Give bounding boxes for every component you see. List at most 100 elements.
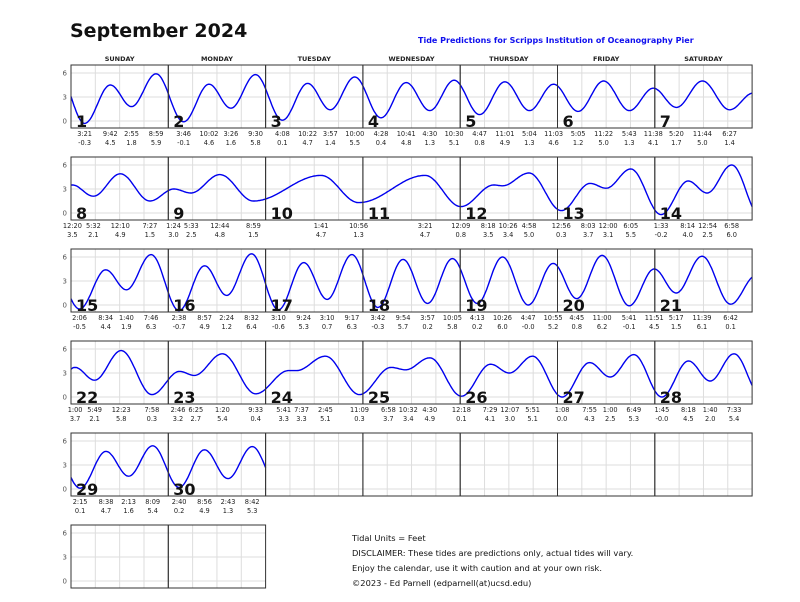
tide-height: 3.5 xyxy=(483,231,494,239)
tide-time: 11:03 xyxy=(544,130,563,138)
week-row: 6 3 0 xyxy=(63,524,267,589)
weekday-header: THURSDAY xyxy=(489,55,529,63)
tide-time: 5:41 xyxy=(276,406,291,414)
y-tick-label: 0 xyxy=(63,118,67,126)
tide-time: 5:49 xyxy=(87,406,102,414)
tide-height: 1.9 xyxy=(121,323,132,331)
station-subtitle: Tide Predictions for Scripps Institution… xyxy=(418,36,694,45)
day-number: 5 xyxy=(465,112,476,131)
tide-time: 9:54 xyxy=(396,314,411,322)
week-row: 630 152:06-0.58:344.41:401.97:466.3162:38… xyxy=(63,248,753,331)
tide-height: 4.7 xyxy=(316,231,327,239)
tide-height: 0.3 xyxy=(556,231,567,239)
day-number: 30 xyxy=(173,480,195,499)
tide-height: 0.4 xyxy=(376,139,387,147)
tide-height: 2.0 xyxy=(705,415,716,423)
tide-time: 2:13 xyxy=(121,498,136,506)
tide-time: 1:41 xyxy=(314,222,329,230)
week-row: 630 812:203.55:322.112:104.97:271.591:243… xyxy=(63,156,753,239)
tide-time: 6:05 xyxy=(623,222,638,230)
day-number: 19 xyxy=(465,296,487,315)
tide-height: 1.8 xyxy=(126,139,137,147)
day-cell xyxy=(654,156,753,221)
tide-height: 0.3 xyxy=(354,415,365,423)
tide-height: 2.5 xyxy=(605,415,616,423)
tide-time: 10:26 xyxy=(499,222,518,230)
tide-height: 5.0 xyxy=(697,139,708,147)
tide-height: 4.7 xyxy=(101,507,112,515)
tide-curve xyxy=(70,253,753,312)
y-tick-label: 0 xyxy=(63,302,67,310)
tide-time: 9:42 xyxy=(103,130,118,138)
tide-time: 2:24 xyxy=(219,314,234,322)
tide-height: 1.3 xyxy=(223,507,234,515)
tide-time: 8:18 xyxy=(481,222,496,230)
tide-height: 5.3 xyxy=(629,415,640,423)
tide-height: 1.2 xyxy=(221,323,232,331)
tide-time: 12:10 xyxy=(111,222,130,230)
tide-time: 8:42 xyxy=(245,498,260,506)
day-number: 3 xyxy=(271,112,282,131)
tide-height: 4.9 xyxy=(500,139,511,147)
day-cell xyxy=(654,340,753,405)
tide-time: 11:09 xyxy=(350,406,369,414)
week-row: 630 221:003.75:492.112:235.87:580.3232:46… xyxy=(63,340,753,423)
tide-time: 1:24 xyxy=(166,222,181,230)
tide-height: 4.6 xyxy=(204,139,215,147)
y-tick-label: 6 xyxy=(63,530,68,538)
tide-height: -0.3 xyxy=(371,323,384,331)
tide-time: 11:44 xyxy=(693,130,712,138)
day-number: 6 xyxy=(563,112,574,131)
tide-height: 0.2 xyxy=(472,323,483,331)
tide-time: 9:33 xyxy=(248,406,263,414)
tide-time: 2:55 xyxy=(124,130,139,138)
tide-time: 7:33 xyxy=(727,406,742,414)
tide-time: 8:18 xyxy=(681,406,696,414)
tide-time: 3:21 xyxy=(77,130,92,138)
tide-height: 1.3 xyxy=(524,139,535,147)
day-number: 10 xyxy=(271,204,293,223)
tide-height: 6.2 xyxy=(597,323,608,331)
tide-time: 2:43 xyxy=(221,498,236,506)
tide-height: 6.3 xyxy=(146,323,157,331)
tide-time: 7:37 xyxy=(294,406,309,414)
day-number: 18 xyxy=(368,296,390,315)
tide-height: 0.3 xyxy=(147,415,158,423)
tide-time: 6:49 xyxy=(626,406,641,414)
weekday-header: WEDNESDAY xyxy=(389,55,435,63)
day-cell xyxy=(654,248,753,313)
tide-time: 3:10 xyxy=(320,314,335,322)
tide-time: 10:22 xyxy=(298,130,317,138)
tide-height: 5.4 xyxy=(147,507,158,515)
tide-time: 6:25 xyxy=(188,406,203,414)
tide-height: 4.1 xyxy=(648,139,659,147)
tide-height: 4.9 xyxy=(199,323,210,331)
tide-time: 1:40 xyxy=(703,406,718,414)
tide-height: 5.4 xyxy=(217,415,228,423)
tide-time: 8:59 xyxy=(246,222,261,230)
tide-time: 2:45 xyxy=(318,406,333,414)
tide-height: 0.1 xyxy=(456,415,467,423)
tide-height: 5.1 xyxy=(449,139,460,147)
tide-time: 4:45 xyxy=(569,314,584,322)
tide-time: 2:46 xyxy=(171,406,186,414)
tide-height: 4.8 xyxy=(215,231,226,239)
tide-height: 5.2 xyxy=(548,323,559,331)
tide-time: 3:10 xyxy=(271,314,286,322)
tide-height: -0.0 xyxy=(522,323,535,331)
tide-height: 0.0 xyxy=(557,415,568,423)
day-number: 9 xyxy=(173,204,184,223)
tide-time: 1:33 xyxy=(654,222,669,230)
tide-time: 2:38 xyxy=(172,314,187,322)
tide-height: 5.5 xyxy=(350,139,361,147)
tide-time: 4:28 xyxy=(374,130,389,138)
tide-height: 0.8 xyxy=(572,323,583,331)
tide-time: 11:51 xyxy=(645,314,664,322)
tide-time: 9:24 xyxy=(296,314,311,322)
tide-height: 3.7 xyxy=(583,231,594,239)
tide-time: 1:00 xyxy=(68,406,83,414)
tide-height: 1.5 xyxy=(145,231,156,239)
tide-time: 2:06 xyxy=(72,314,87,322)
tide-height: -0.5 xyxy=(73,323,86,331)
